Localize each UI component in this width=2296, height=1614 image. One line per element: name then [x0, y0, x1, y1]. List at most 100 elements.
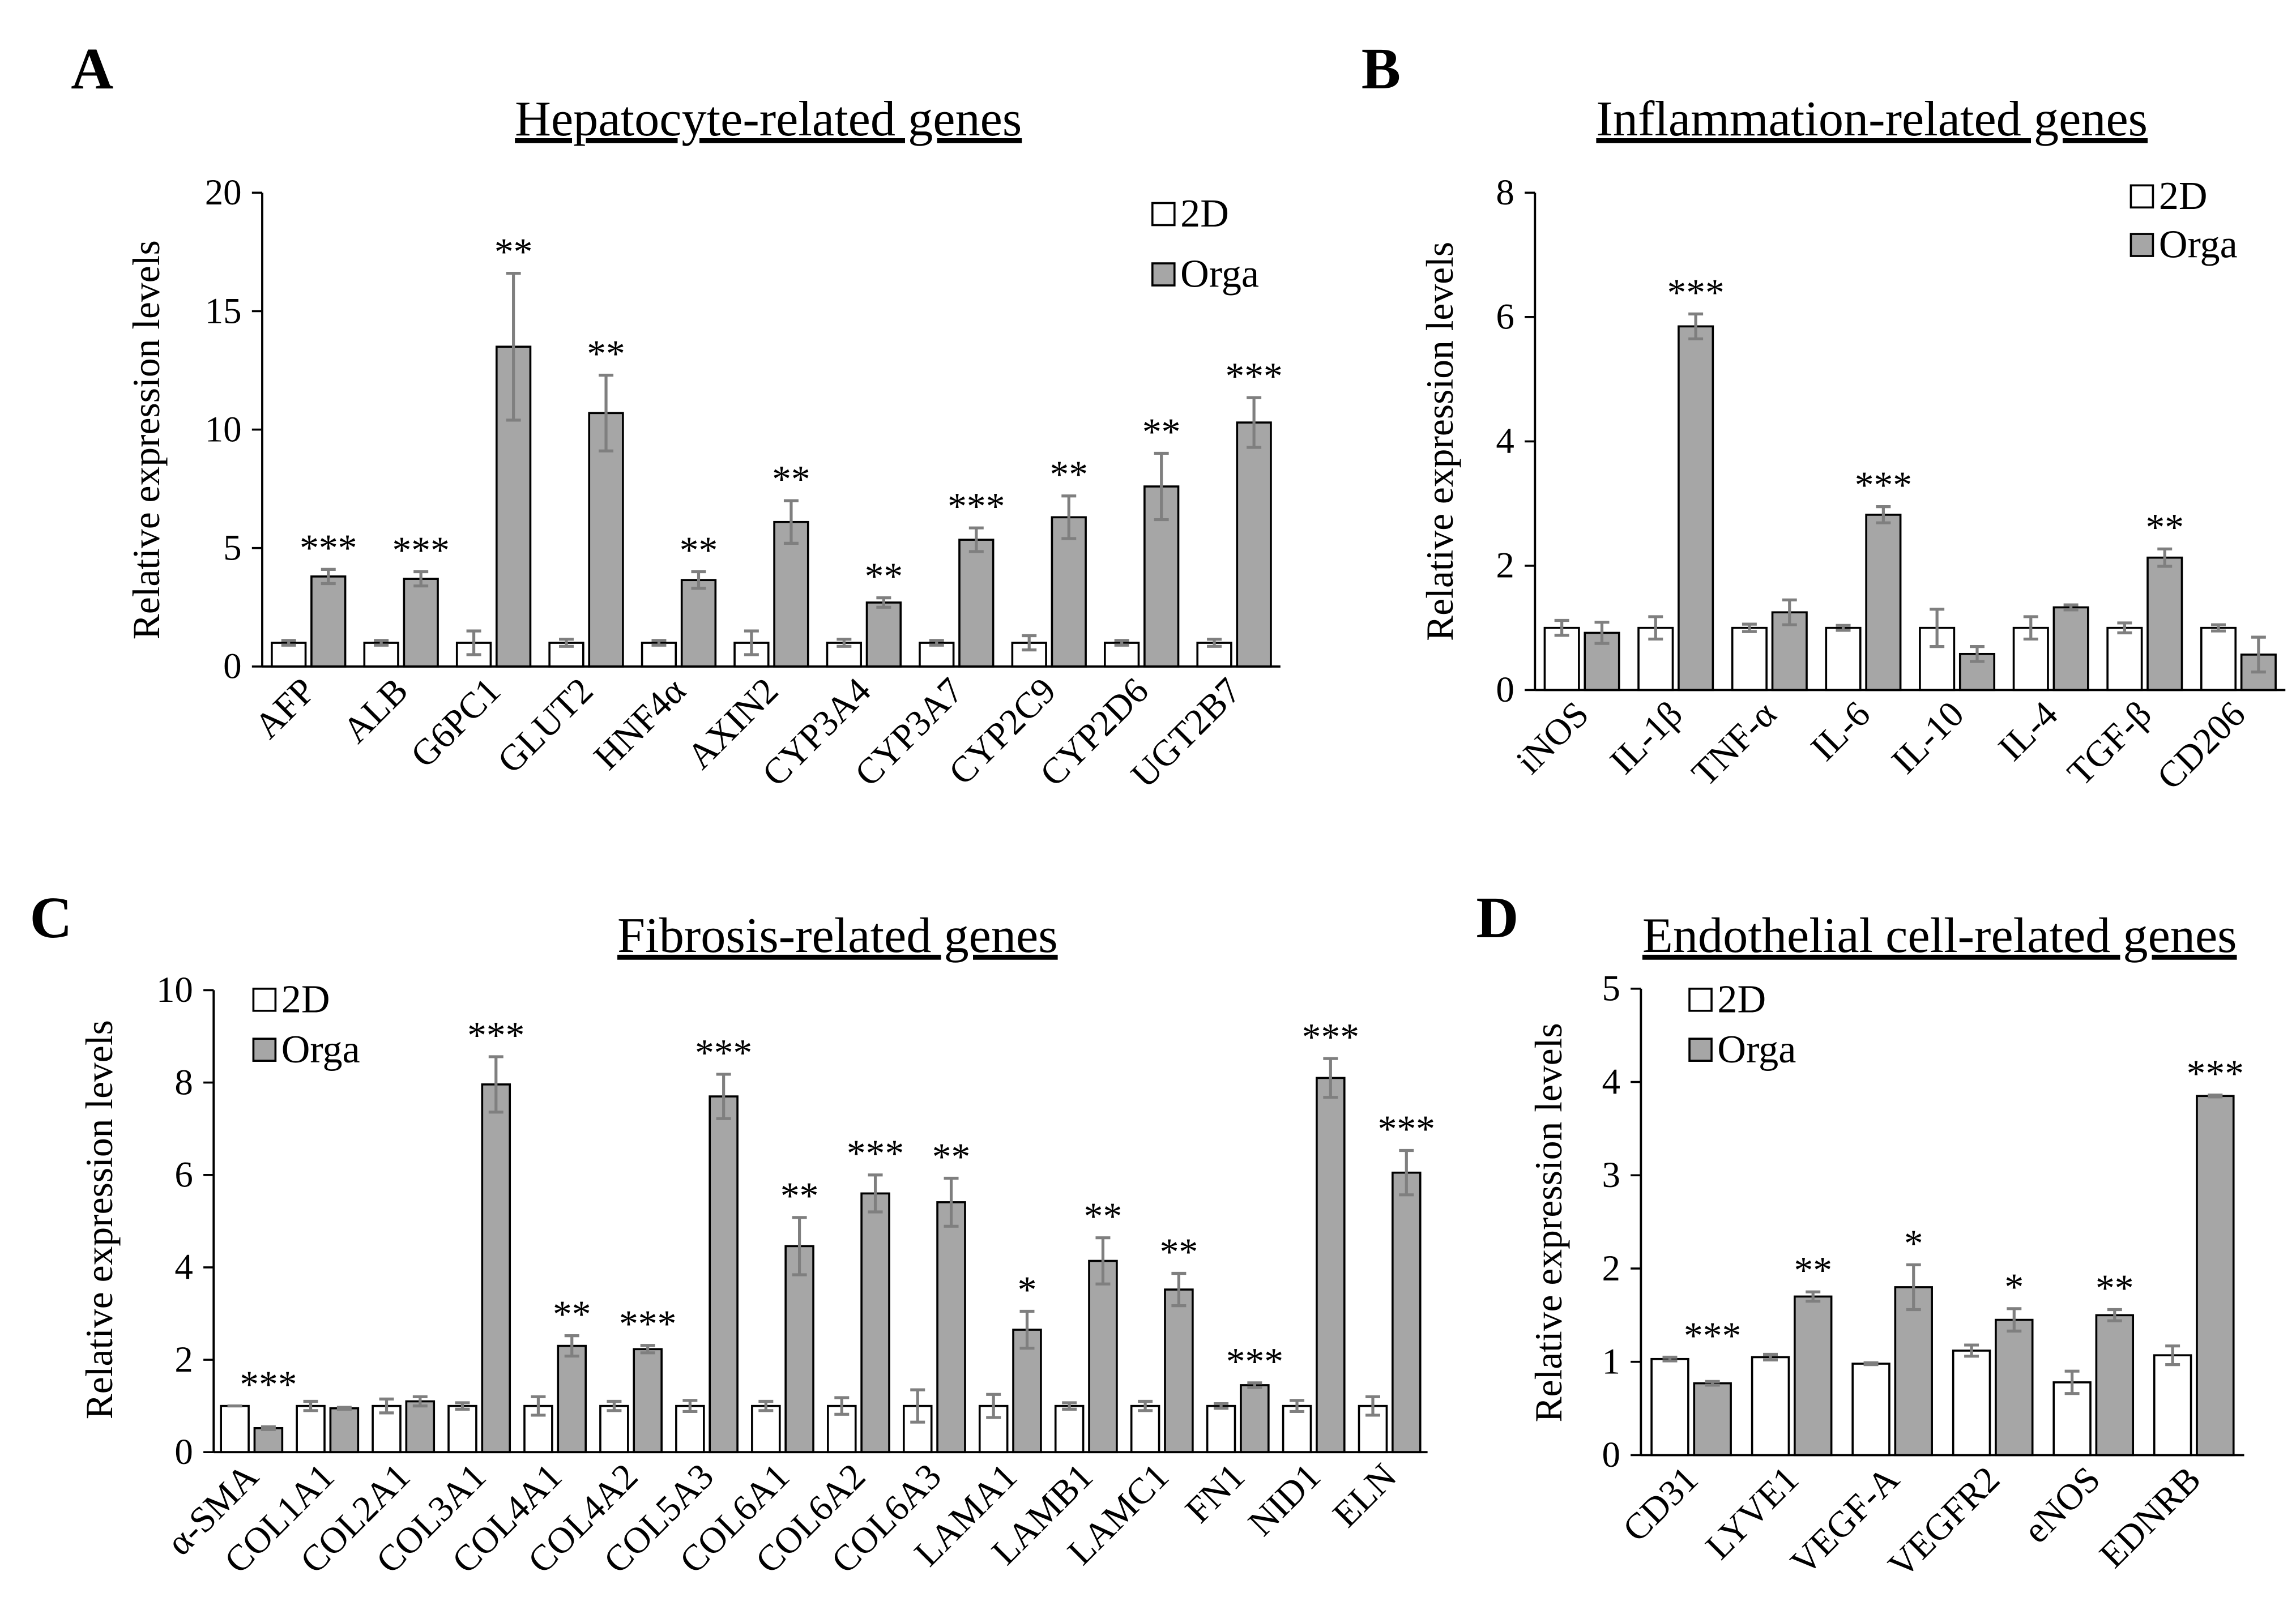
significance-label: ** — [2145, 506, 2184, 549]
y-tick-label: 6 — [1496, 297, 1514, 338]
significance-label: ** — [780, 1175, 819, 1217]
bar-2d — [1206, 1404, 1236, 1454]
error-bar-orga — [876, 596, 891, 609]
error-bar-2d — [1214, 1402, 1229, 1410]
y-tick-label: 10 — [205, 409, 242, 450]
bar-2d — [447, 1404, 477, 1454]
x-tick-label: NID1 — [1240, 1456, 1328, 1544]
x-tick-label: IL-6 — [1803, 694, 1879, 769]
error-bar-2d — [2117, 621, 2132, 635]
bar-orga — [1678, 325, 1714, 691]
legend-swatch-2d — [1151, 202, 1176, 227]
bar-2d — [2153, 1354, 2192, 1457]
error-bar-orga — [1688, 312, 1704, 340]
bar-2d — [2200, 626, 2237, 691]
y-axis-label: Relative expression levels — [125, 240, 168, 639]
error-bar-orga — [2157, 547, 2173, 568]
bar-orga — [253, 1427, 284, 1454]
error-bar-2d — [1863, 1361, 1879, 1367]
error-bar-orga — [968, 526, 984, 553]
error-bar-2d — [2211, 623, 2226, 633]
error-bar-orga — [1906, 1263, 1921, 1312]
bar-orga — [1088, 1259, 1118, 1454]
error-bar-orga — [1323, 1057, 1338, 1099]
error-bar-orga — [1095, 1236, 1111, 1286]
error-bar-orga — [716, 1073, 731, 1120]
error-bar-orga — [1247, 1381, 1262, 1389]
error-bar-orga — [1061, 494, 1077, 540]
error-bar-2d — [531, 1395, 546, 1417]
legend: 2D Orga — [1151, 191, 1259, 296]
error-bar-2d — [929, 639, 944, 647]
legend-swatch-orga — [1688, 1037, 1713, 1062]
significance-label: *** — [300, 527, 357, 569]
significance-label: ** — [1142, 411, 1181, 453]
error-bar-2d — [1062, 1401, 1077, 1411]
error-bar-2d — [1742, 622, 1757, 633]
error-bar-2d — [1662, 1355, 1678, 1363]
y-tick-label: 2 — [174, 1339, 193, 1380]
error-bar-orga — [868, 1173, 883, 1214]
bar-2d — [1851, 1363, 1890, 1457]
significance-label: ** — [1160, 1231, 1198, 1273]
significance-label: *** — [847, 1132, 904, 1175]
error-bar-orga — [1594, 621, 1610, 645]
panel-d: D Endothelial cell-related genes Relative … — [1476, 885, 2244, 1586]
bar-2d — [1731, 626, 1768, 691]
y-tick-label: 6 — [174, 1155, 193, 1195]
bar-orga — [1794, 1295, 1833, 1457]
error-bar-orga — [2063, 603, 2079, 612]
error-bar-2d — [281, 639, 296, 647]
bar-orga — [1316, 1077, 1346, 1454]
error-bar-2d — [1365, 1395, 1380, 1417]
bar-orga — [1865, 514, 1902, 691]
bar-orga — [2095, 1314, 2135, 1457]
legend-label-orga: Orga — [281, 1027, 360, 1071]
error-bar-orga — [2251, 635, 2266, 674]
error-bar-orga — [1019, 1309, 1035, 1350]
x-tick-label: VEGFR2 — [1880, 1459, 2007, 1586]
x-tick-label: TGF-β — [2060, 694, 2160, 793]
significance-label: *** — [948, 485, 1005, 528]
bar-2d — [1751, 1356, 1790, 1457]
significance-label: *** — [1378, 1108, 1435, 1150]
y-tick-label: 2 — [1496, 545, 1514, 586]
significance-label: ** — [494, 230, 533, 273]
error-bar-orga — [691, 570, 706, 590]
bar-2d — [1650, 1357, 1689, 1457]
x-tick-label: HNF4α — [586, 670, 694, 778]
significance-label: ** — [865, 555, 903, 597]
bar-orga — [784, 1245, 814, 1454]
bar-orga — [1995, 1318, 2034, 1457]
significance-label: *** — [695, 1031, 752, 1074]
bar-orga — [329, 1407, 360, 1454]
legend-label-orga: Orga — [2159, 223, 2238, 267]
y-tick-label: 0 — [223, 646, 241, 687]
significance-label: ** — [553, 1293, 591, 1335]
panel-label: D — [1476, 885, 1518, 950]
error-bar-orga — [640, 1344, 655, 1355]
error-bar-orga — [1970, 645, 1985, 663]
y-tick-label: 8 — [1496, 172, 1514, 213]
significance-label: *** — [1855, 464, 1912, 506]
significance-label: ** — [1794, 1249, 1832, 1292]
bar-orga — [1894, 1286, 1933, 1457]
bar-orga — [958, 539, 995, 668]
significance-label: *** — [2187, 1052, 2244, 1095]
significance-label: * — [1018, 1269, 1037, 1311]
error-bar-2d — [607, 1399, 622, 1412]
error-bar-orga — [1705, 1380, 1720, 1387]
error-bar-2d — [1022, 634, 1037, 652]
bar-orga — [773, 520, 809, 668]
error-bar-2d — [2023, 615, 2038, 641]
bar-orga — [680, 579, 717, 668]
legend-label-orga: Orga — [1180, 252, 1259, 296]
x-tick-label: CD206 — [2149, 694, 2254, 798]
x-tick-label: ELN — [1325, 1456, 1405, 1535]
significance-label: *** — [1302, 1016, 1359, 1058]
significance-label: ** — [1049, 453, 1088, 496]
significance-label: *** — [1226, 1340, 1283, 1382]
error-bar-2d — [986, 1393, 1001, 1419]
bar-2d — [599, 1404, 629, 1454]
error-bar-2d — [910, 1388, 925, 1424]
